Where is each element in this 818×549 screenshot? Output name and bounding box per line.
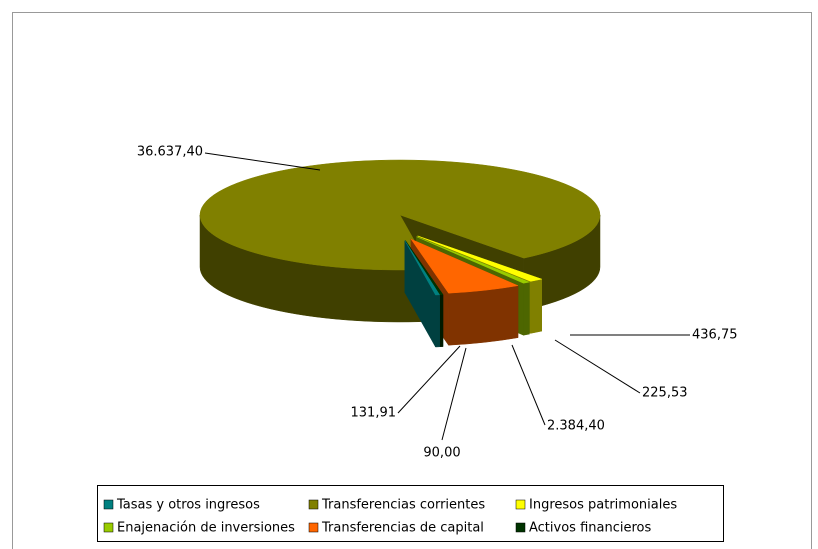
legend-box bbox=[97, 485, 724, 542]
slice-wall bbox=[530, 278, 542, 334]
legend-label: Tasas y otros ingresos bbox=[116, 498, 260, 513]
slice bbox=[410, 238, 519, 294]
legend-swatch bbox=[103, 499, 114, 510]
legend-swatch bbox=[308, 522, 319, 533]
data-label: 131,91 bbox=[351, 406, 397, 421]
legend-swatch bbox=[103, 522, 114, 533]
leader-line bbox=[511, 344, 546, 426]
data-label: 436,75 bbox=[692, 328, 738, 343]
leader-line bbox=[397, 345, 461, 414]
leader-line bbox=[441, 347, 467, 441]
data-label: 2.384,40 bbox=[547, 419, 605, 434]
slice bbox=[417, 235, 543, 282]
data-label: 90,00 bbox=[423, 446, 460, 461]
leader-line bbox=[554, 339, 641, 394]
slice bbox=[404, 240, 441, 296]
data-label: 36.637,40 bbox=[137, 145, 203, 160]
legend-swatch bbox=[515, 522, 526, 533]
legend-swatch bbox=[308, 499, 319, 510]
legend-label: Transferencias de capital bbox=[321, 521, 484, 536]
slice-wall bbox=[439, 294, 444, 348]
slice-wall bbox=[435, 294, 440, 348]
legend-label: Ingresos patrimoniales bbox=[529, 498, 677, 513]
legend-label: Enajenación de inversiones bbox=[117, 521, 295, 536]
slice bbox=[405, 240, 444, 295]
data-label: 225,53 bbox=[642, 386, 688, 401]
slice-wall bbox=[448, 285, 519, 346]
chart-border bbox=[12, 12, 812, 549]
legend-swatch bbox=[515, 499, 526, 510]
leader-line bbox=[204, 152, 321, 171]
slice bbox=[416, 236, 531, 284]
legend-label: Activos financieros bbox=[529, 521, 651, 536]
slice-wall bbox=[523, 281, 530, 336]
slice bbox=[199, 159, 601, 271]
legend-label: Transferencias corrientes bbox=[321, 498, 485, 513]
